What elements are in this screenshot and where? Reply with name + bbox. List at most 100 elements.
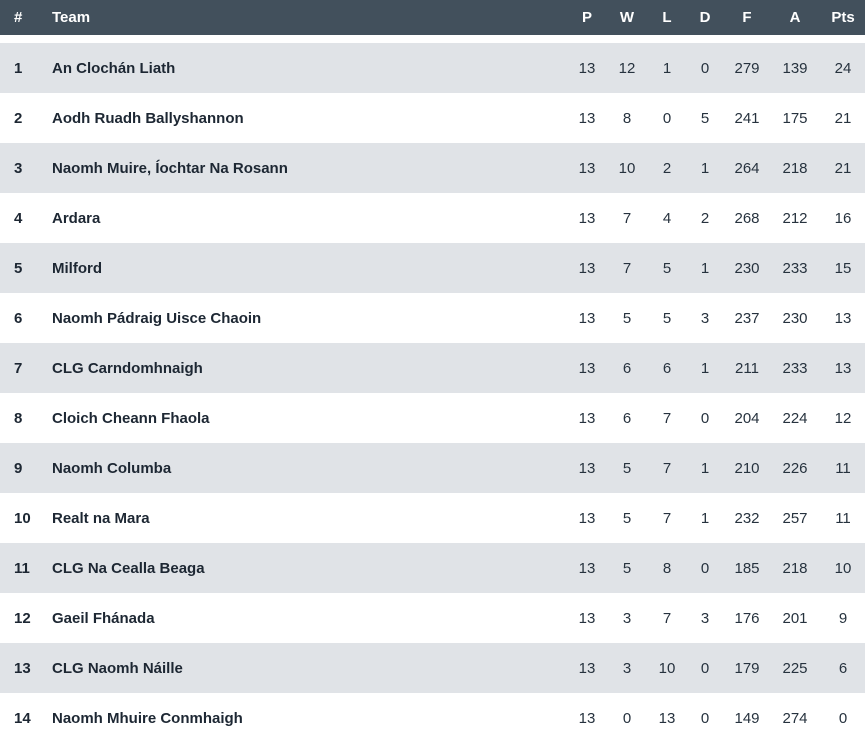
- played-cell: 13: [578, 259, 596, 277]
- wins-cell: 6: [622, 359, 632, 377]
- points-cell: 0: [838, 709, 848, 727]
- team-name-cell: CLG Carndomhnaigh: [52, 359, 203, 377]
- draws-cell: 3: [700, 609, 710, 627]
- rank-cell: 14: [14, 709, 31, 727]
- table-row: 3 Naomh Muire, Íochtar Na Rosann 13 10 2…: [0, 143, 865, 193]
- losses-cell: 7: [662, 509, 672, 527]
- for-cell: 241: [734, 109, 760, 127]
- league-table-body: 1 An Clochán Liath 13 12 1 0 279 139 24 …: [0, 39, 865, 737]
- draws-cell: 1: [700, 359, 710, 377]
- team-name-cell: Cloich Cheann Fhaola: [52, 409, 210, 427]
- played-cell: 13: [578, 659, 596, 677]
- draws-cell: 5: [700, 109, 710, 127]
- rank-cell: 6: [14, 309, 23, 327]
- for-cell: 211: [735, 359, 759, 377]
- wins-cell: 7: [622, 209, 632, 227]
- team-name-cell: Naomh Columba: [52, 459, 172, 477]
- played-cell: 13: [578, 109, 596, 127]
- points-cell: 9: [838, 609, 848, 627]
- points-cell: 11: [835, 509, 851, 527]
- against-cell: 230: [782, 309, 808, 327]
- table-row: 14 Naomh Mhuire Conmhaigh 13 0 13 0 149 …: [0, 693, 865, 737]
- team-name-cell: Naomh Muire, Íochtar Na Rosann: [52, 159, 288, 177]
- draws-cell: 3: [700, 309, 710, 327]
- against-cell: 225: [782, 659, 808, 677]
- league-table-header: # Team P W L D F A Pts: [0, 0, 865, 43]
- rank-cell: 10: [14, 509, 31, 527]
- against-cell: 233: [782, 359, 808, 377]
- losses-cell: 7: [662, 409, 672, 427]
- table-row: 6 Naomh Pádraig Uisce Chaoin 13 5 5 3 23…: [0, 293, 865, 343]
- table-row: 10 Realt na Mara 13 5 7 1 232 257 11: [0, 493, 865, 543]
- losses-cell: 10: [658, 659, 676, 677]
- against-cell: 139: [782, 59, 808, 77]
- draws-cell: 1: [700, 459, 710, 477]
- losses-cell: 6: [662, 359, 672, 377]
- rank-cell: 3: [14, 159, 23, 177]
- against-cell: 175: [782, 109, 808, 127]
- losses-cell: 2: [662, 159, 672, 177]
- header-played: P: [569, 0, 605, 43]
- table-row: 5 Milford 13 7 5 1 230 233 15: [0, 243, 865, 293]
- wins-cell: 5: [622, 309, 632, 327]
- team-name-cell: CLG Na Cealla Beaga: [52, 559, 205, 577]
- losses-cell: 4: [662, 209, 672, 227]
- played-cell: 13: [578, 459, 596, 477]
- rank-cell: 2: [14, 109, 23, 127]
- points-cell: 16: [834, 209, 852, 227]
- against-cell: 274: [782, 709, 808, 727]
- points-cell: 21: [834, 109, 852, 127]
- header-team: Team: [38, 0, 569, 43]
- points-cell: 13: [834, 309, 852, 327]
- played-cell: 13: [578, 209, 596, 227]
- draws-cell: 2: [700, 209, 710, 227]
- for-cell: 179: [734, 659, 760, 677]
- losses-cell: 5: [662, 309, 672, 327]
- table-row: 1 An Clochán Liath 13 12 1 0 279 139 24: [0, 39, 865, 93]
- played-cell: 13: [578, 309, 596, 327]
- table-row: 2 Aodh Ruadh Ballyshannon 13 8 0 5 241 1…: [0, 93, 865, 143]
- rank-cell: 11: [14, 559, 30, 577]
- header-rank: #: [0, 0, 38, 43]
- wins-cell: 12: [618, 59, 636, 77]
- for-cell: 176: [734, 609, 760, 627]
- against-cell: 218: [782, 559, 808, 577]
- against-cell: 201: [782, 609, 808, 627]
- team-name-cell: Milford: [52, 259, 102, 277]
- played-cell: 13: [578, 409, 596, 427]
- draws-cell: 1: [700, 509, 710, 527]
- rank-cell: 13: [14, 659, 31, 677]
- rank-cell: 4: [14, 209, 23, 227]
- for-cell: 268: [734, 209, 760, 227]
- points-cell: 15: [834, 259, 852, 277]
- losses-cell: 8: [662, 559, 672, 577]
- team-name-cell: Realt na Mara: [52, 509, 150, 527]
- draws-cell: 1: [700, 159, 710, 177]
- played-cell: 13: [578, 159, 596, 177]
- played-cell: 13: [578, 709, 596, 727]
- team-name-cell: Aodh Ruadh Ballyshannon: [52, 109, 244, 127]
- wins-cell: 6: [622, 409, 632, 427]
- header-losses: L: [649, 0, 685, 43]
- wins-cell: 0: [622, 709, 632, 727]
- table-row: 9 Naomh Columba 13 5 7 1 210 226 11: [0, 443, 865, 493]
- points-cell: 6: [838, 659, 848, 677]
- losses-cell: 7: [662, 459, 672, 477]
- played-cell: 13: [578, 609, 596, 627]
- losses-cell: 13: [658, 709, 676, 727]
- rank-cell: 9: [14, 459, 23, 477]
- header-wins: W: [605, 0, 649, 43]
- header-draws: D: [685, 0, 725, 43]
- for-cell: 185: [734, 559, 760, 577]
- rank-cell: 8: [14, 409, 23, 427]
- losses-cell: 0: [662, 109, 672, 127]
- against-cell: 224: [782, 409, 808, 427]
- draws-cell: 0: [700, 559, 710, 577]
- for-cell: 279: [734, 59, 760, 77]
- points-cell: 21: [834, 159, 852, 177]
- for-cell: 230: [734, 259, 760, 277]
- points-cell: 13: [834, 359, 852, 377]
- played-cell: 13: [578, 559, 596, 577]
- played-cell: 13: [578, 509, 596, 527]
